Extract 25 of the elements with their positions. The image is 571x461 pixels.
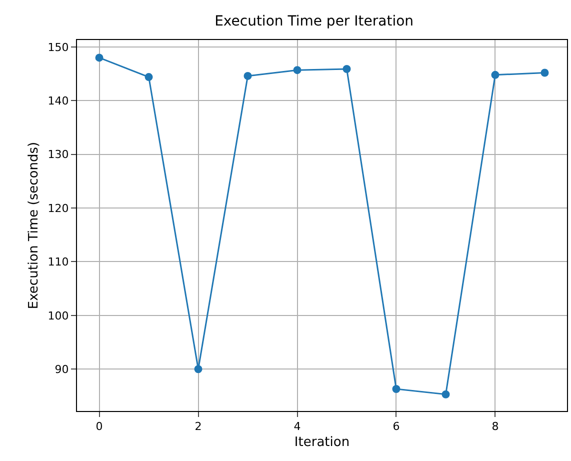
point <box>342 64 351 73</box>
point <box>293 66 302 74</box>
y-tick-label: 120 <box>48 202 69 215</box>
x-axis-title: Iteration <box>294 434 350 450</box>
y-tick-label: 110 <box>48 256 69 269</box>
y-tick-label: 150 <box>48 40 69 54</box>
point <box>95 54 104 62</box>
point <box>392 384 400 393</box>
point <box>442 390 450 398</box>
x-tick-label: 8 <box>492 420 499 434</box>
x-tick-label: 4 <box>294 420 301 434</box>
chart-title: Execution Time per Iteration <box>214 14 414 30</box>
point <box>144 73 153 82</box>
point <box>244 72 252 80</box>
point <box>540 68 549 77</box>
x-tick-label: 2 <box>194 420 202 434</box>
y-tick-label: 90 <box>54 362 69 376</box>
y-axis-title: Execution Time (seconds) <box>26 142 42 310</box>
y-tick-label: 140 <box>48 94 69 108</box>
y-tick-label: 100 <box>48 309 69 322</box>
point <box>491 70 500 79</box>
point <box>194 365 202 374</box>
x-tick-label: 0 <box>96 420 103 434</box>
x-tick-label: 6 <box>392 420 400 434</box>
y-tick-label: 130 <box>48 148 69 162</box>
